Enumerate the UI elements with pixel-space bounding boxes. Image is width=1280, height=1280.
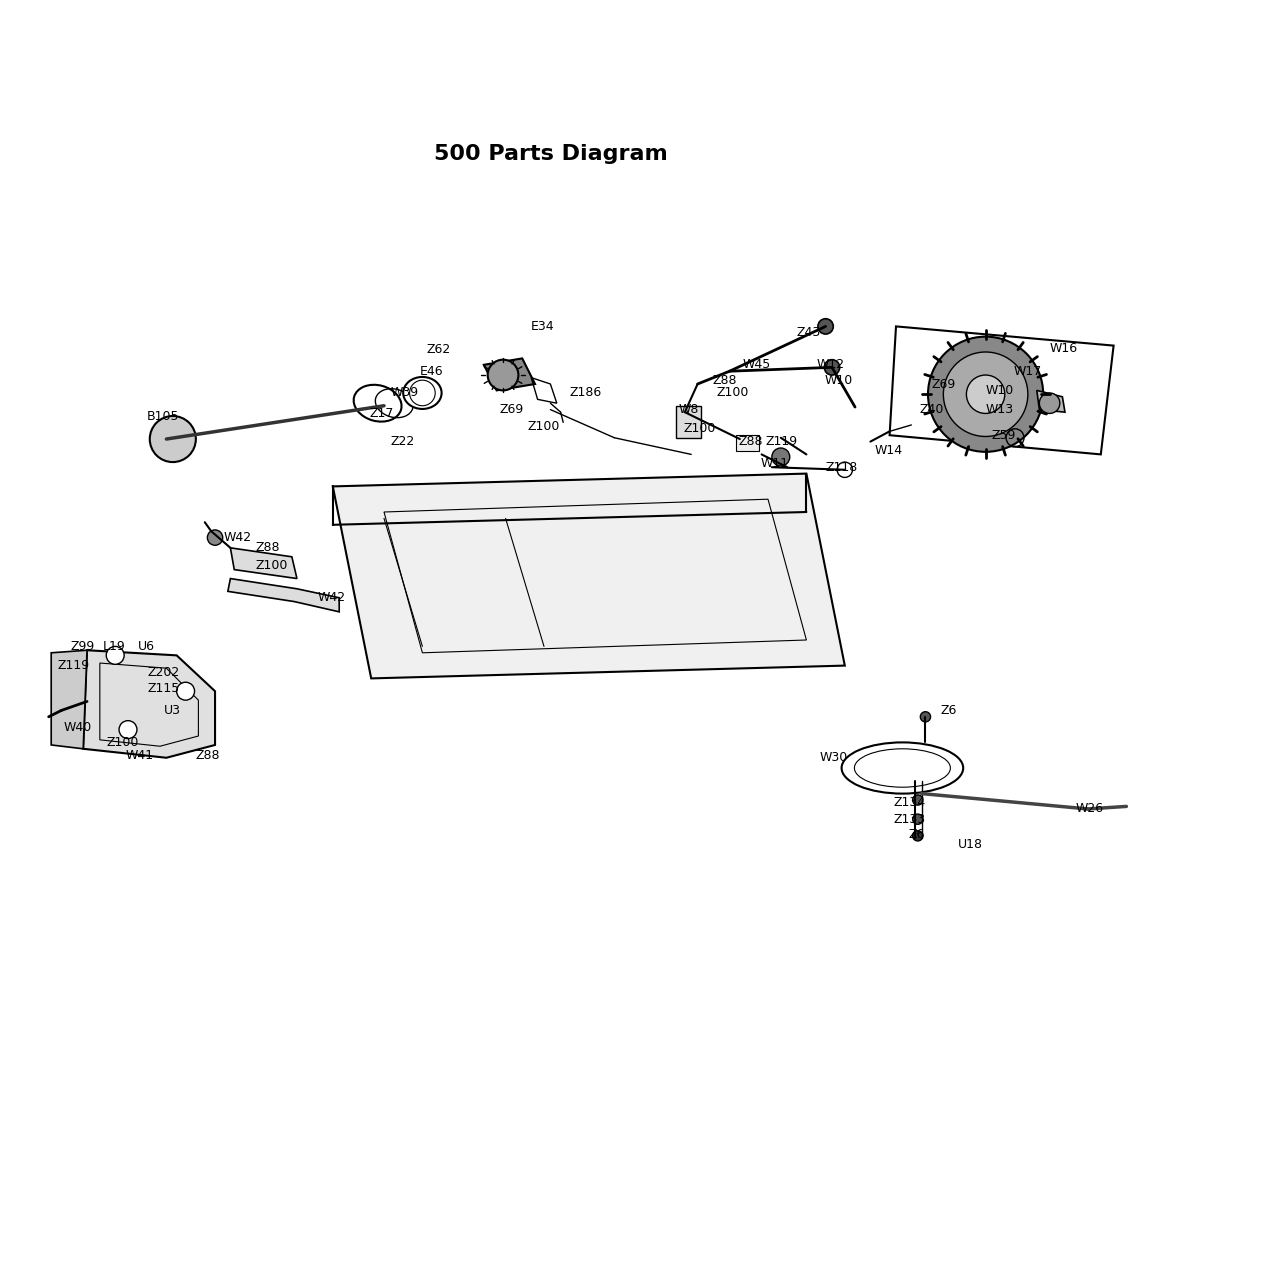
Polygon shape xyxy=(51,650,87,749)
Polygon shape xyxy=(333,474,845,678)
Text: Z119: Z119 xyxy=(765,435,797,448)
Ellipse shape xyxy=(403,376,442,410)
Text: W8: W8 xyxy=(678,403,699,416)
Text: W45: W45 xyxy=(742,358,771,371)
Text: Z133: Z133 xyxy=(893,813,925,826)
Text: Z100: Z100 xyxy=(106,736,138,749)
Text: W10: W10 xyxy=(824,374,852,387)
Text: W16: W16 xyxy=(1050,342,1078,355)
Circle shape xyxy=(913,795,923,805)
Circle shape xyxy=(943,352,1028,436)
Text: W41: W41 xyxy=(125,749,154,762)
Circle shape xyxy=(177,682,195,700)
Text: W40: W40 xyxy=(64,721,92,733)
Circle shape xyxy=(928,337,1043,452)
Text: E46: E46 xyxy=(420,365,443,378)
Text: W14: W14 xyxy=(874,444,902,457)
Circle shape xyxy=(818,319,833,334)
Circle shape xyxy=(410,380,435,406)
Text: W30: W30 xyxy=(819,751,847,764)
Text: W17: W17 xyxy=(1014,365,1042,378)
Circle shape xyxy=(824,360,840,375)
Bar xyxy=(676,406,701,438)
Text: Z88: Z88 xyxy=(739,435,763,448)
Text: W11: W11 xyxy=(760,457,788,470)
Text: Z186: Z186 xyxy=(570,387,602,399)
Text: Z6: Z6 xyxy=(909,828,925,841)
Text: U6: U6 xyxy=(138,640,155,653)
Text: Z119: Z119 xyxy=(58,659,90,672)
Circle shape xyxy=(920,712,931,722)
Circle shape xyxy=(150,416,196,462)
Text: W26: W26 xyxy=(1075,803,1103,815)
Circle shape xyxy=(106,646,124,664)
Ellipse shape xyxy=(842,742,963,794)
Circle shape xyxy=(772,448,790,466)
Text: W12: W12 xyxy=(817,358,845,371)
Text: W39: W39 xyxy=(390,387,419,399)
Text: Z100: Z100 xyxy=(527,420,559,433)
Circle shape xyxy=(207,530,223,545)
Text: Z43: Z43 xyxy=(796,326,820,339)
Text: U18: U18 xyxy=(957,838,983,851)
Text: Z88: Z88 xyxy=(713,374,737,387)
Text: Z88: Z88 xyxy=(256,541,280,554)
Polygon shape xyxy=(83,650,215,758)
Text: Z134: Z134 xyxy=(893,796,925,809)
Text: W10: W10 xyxy=(986,384,1014,397)
Text: Z100: Z100 xyxy=(256,559,288,572)
Text: W42: W42 xyxy=(224,531,252,544)
Text: Z118: Z118 xyxy=(826,461,858,474)
Ellipse shape xyxy=(353,385,402,421)
Polygon shape xyxy=(228,579,339,612)
Text: Z99: Z99 xyxy=(70,640,95,653)
Text: Z100: Z100 xyxy=(717,387,749,399)
Text: B105: B105 xyxy=(147,410,179,422)
Circle shape xyxy=(1039,393,1060,413)
Text: U3: U3 xyxy=(164,704,180,717)
Circle shape xyxy=(966,375,1005,413)
Text: 500 Parts Diagram: 500 Parts Diagram xyxy=(434,143,667,164)
Text: Z40: Z40 xyxy=(919,403,943,416)
Polygon shape xyxy=(484,358,535,390)
Text: W13: W13 xyxy=(986,403,1014,416)
Circle shape xyxy=(913,831,923,841)
Text: W42: W42 xyxy=(317,591,346,604)
Text: Z22: Z22 xyxy=(390,435,415,448)
Text: Z115: Z115 xyxy=(147,682,179,695)
Text: Z100: Z100 xyxy=(684,422,716,435)
Text: L19: L19 xyxy=(102,640,125,653)
Polygon shape xyxy=(230,548,297,579)
Text: Z202: Z202 xyxy=(147,666,179,678)
Bar xyxy=(736,435,759,451)
Text: E34: E34 xyxy=(531,320,554,333)
Text: Z88: Z88 xyxy=(196,749,220,762)
Circle shape xyxy=(488,360,518,390)
Text: Z59: Z59 xyxy=(992,429,1016,442)
Circle shape xyxy=(913,814,923,824)
Text: Z17: Z17 xyxy=(370,407,394,420)
Circle shape xyxy=(119,721,137,739)
Text: Z69: Z69 xyxy=(932,378,956,390)
Text: Z69: Z69 xyxy=(499,403,524,416)
Polygon shape xyxy=(1037,390,1065,412)
Text: Z6: Z6 xyxy=(941,704,957,717)
Text: Z62: Z62 xyxy=(426,343,451,356)
